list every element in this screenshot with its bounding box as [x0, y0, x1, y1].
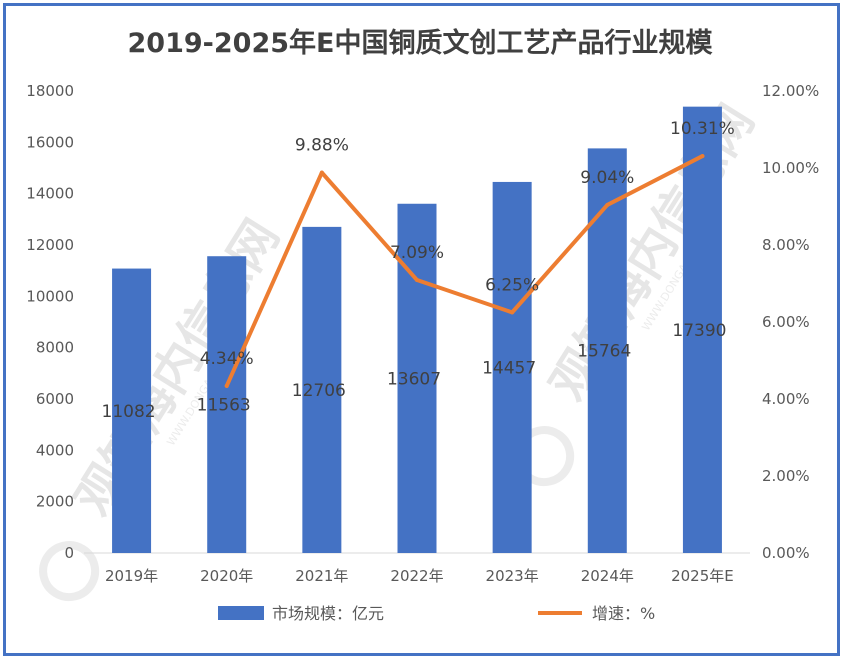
bar — [397, 203, 437, 553]
bar — [682, 106, 722, 553]
x-tick-label: 2020年 — [200, 567, 253, 585]
y-right-tick-label: 0.00% — [762, 544, 810, 562]
growth-point — [700, 154, 705, 159]
y-left-tick-label: 8000 — [36, 339, 74, 357]
x-tick-label: 2023年 — [486, 567, 539, 585]
y-left-tick-label: 4000 — [36, 441, 74, 459]
x-tick-label: 2024年 — [581, 567, 634, 585]
legend-bar-swatch — [218, 606, 264, 620]
y-right-tick-label: 12.00% — [762, 82, 819, 100]
watermark-text: 观知海内信息网 — [65, 210, 291, 525]
line-data-label: 6.25% — [485, 275, 539, 295]
growth-point — [510, 310, 515, 315]
growth-point — [319, 170, 324, 175]
legend-bar-label: 市场规模：亿元 — [272, 604, 384, 623]
y-left-tick-label: 6000 — [36, 390, 74, 408]
line-data-label: 9.88% — [295, 136, 349, 156]
line-data-label: 10.31% — [670, 119, 735, 139]
x-tick-label: 2021年 — [295, 567, 348, 585]
y-right-tick-label: 8.00% — [762, 236, 810, 254]
y-left-tick-label: 10000 — [26, 287, 74, 305]
watermark-text: 观知海内信息网 — [540, 95, 766, 410]
x-tick-label: 2022年 — [390, 567, 443, 585]
y-left-tick-label: 14000 — [26, 185, 74, 203]
legend: 市场规模：亿元 增速：% — [218, 604, 655, 623]
bar — [492, 181, 532, 553]
y-right-tick-label: 10.00% — [762, 159, 819, 177]
bar — [207, 256, 247, 553]
y-left-tick-label: 12000 — [26, 236, 74, 254]
bar-data-label: 14457 — [482, 358, 536, 378]
chart-frame: 观知海内信息网 WWW.DONGAOGOB.COM 观知海内信息网 WWW.DONGA… — [3, 3, 840, 656]
bar — [302, 226, 342, 553]
plot-area: 0 2000 4000 6000 8000 10000 12000 14000 16000 180… — [26, 82, 819, 585]
x-tick-label: 2025年E — [671, 567, 734, 585]
y-left-tick-label: 0 — [64, 544, 74, 562]
line-data-label: 9.04% — [580, 168, 634, 188]
growth-line — [224, 154, 705, 388]
growth-point — [415, 278, 419, 283]
line-data-label: 4.34% — [200, 349, 254, 369]
y-right-tick-label: 2.00% — [762, 467, 810, 485]
y-left-tick-label: 18000 — [26, 82, 74, 100]
chart-title: 2019-2025年E中国铜质文创工艺产品行业规模 — [128, 27, 713, 59]
bar — [112, 268, 152, 553]
watermark-logo — [39, 541, 100, 602]
bar — [587, 148, 627, 553]
bar-data-label: 11563 — [197, 396, 251, 416]
bar-data-label: 13607 — [387, 369, 441, 389]
growth-point — [605, 202, 610, 207]
bar-data-label: 11082 — [102, 402, 156, 422]
y-right-tick-label: 4.00% — [762, 390, 810, 408]
x-tick-label: 2019年 — [105, 567, 158, 585]
bar-data-label: 12706 — [292, 381, 346, 401]
bar-data-label: 15764 — [577, 342, 631, 362]
y-left-tick-label: 16000 — [26, 133, 74, 151]
bar-data-label: 17390 — [672, 321, 726, 341]
legend-line-label: 增速：% — [592, 604, 655, 623]
growth-point — [224, 383, 229, 388]
y-right-tick-label: 6.00% — [762, 313, 810, 331]
line-data-label: 7.09% — [390, 243, 444, 263]
y-left-tick-label: 2000 — [36, 493, 74, 511]
